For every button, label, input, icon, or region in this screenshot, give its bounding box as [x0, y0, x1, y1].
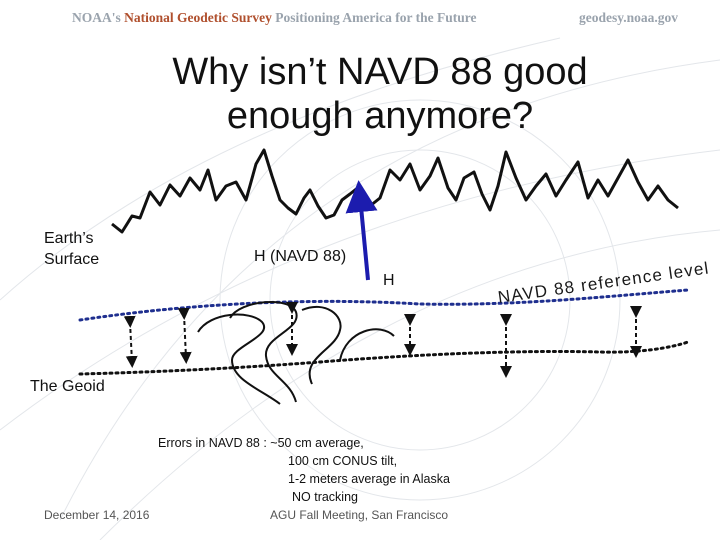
mass-distribution-curves: [197, 301, 395, 405]
errors-line-1: Errors in NAVD 88 : ~50 cm average,: [158, 436, 364, 450]
h-navd88-label: H (NAVD 88): [254, 248, 347, 265]
errors-line-3: 1-2 meters average in Alaska: [288, 472, 450, 486]
errors-text-block: Errors in NAVD 88 : ~50 cm average, 100 …: [158, 434, 450, 506]
header-site-link[interactable]: geodesy.noaa.gov: [578, 10, 678, 25]
header-tagline: Positioning America for the Future: [275, 10, 477, 25]
earth-surface-label: Earth’s Surface: [44, 228, 99, 270]
footer-date: December 14, 2016: [44, 508, 150, 522]
h-label: H: [383, 272, 395, 289]
earth-surface-label-line-2: Surface: [44, 251, 100, 268]
errors-line-2: 100 cm CONUS tilt,: [288, 454, 398, 468]
title-line-2: enough anymore?: [226, 95, 534, 137]
header-org: NOAA's National Geodetic Survey Position…: [72, 10, 477, 26]
title-line-1: Why isn’t NAVD 88 good: [172, 51, 588, 93]
slide-title: Why isn’t NAVD 88 good enough anymore?: [120, 50, 640, 138]
earth-surface-line: [111, 148, 679, 234]
geoid-line: [78, 340, 690, 376]
noaa-prefix: NOAA's: [72, 10, 121, 25]
errors-line-4: NO tracking: [292, 490, 358, 504]
ngs-name: National Geodetic Survey: [124, 10, 272, 25]
navd88-reference-line: [78, 288, 690, 322]
earth-surface-label-line-1: Earth’s: [44, 230, 94, 247]
header-bar: NOAA's National Geodetic Survey Position…: [0, 0, 720, 38]
footer-meeting: AGU Fall Meeting, San Francisco: [270, 508, 449, 522]
orthometric-height-arrow: [345, 180, 378, 281]
separation-arrows: [123, 302, 642, 378]
geoid-label: The Geoid: [30, 378, 105, 395]
